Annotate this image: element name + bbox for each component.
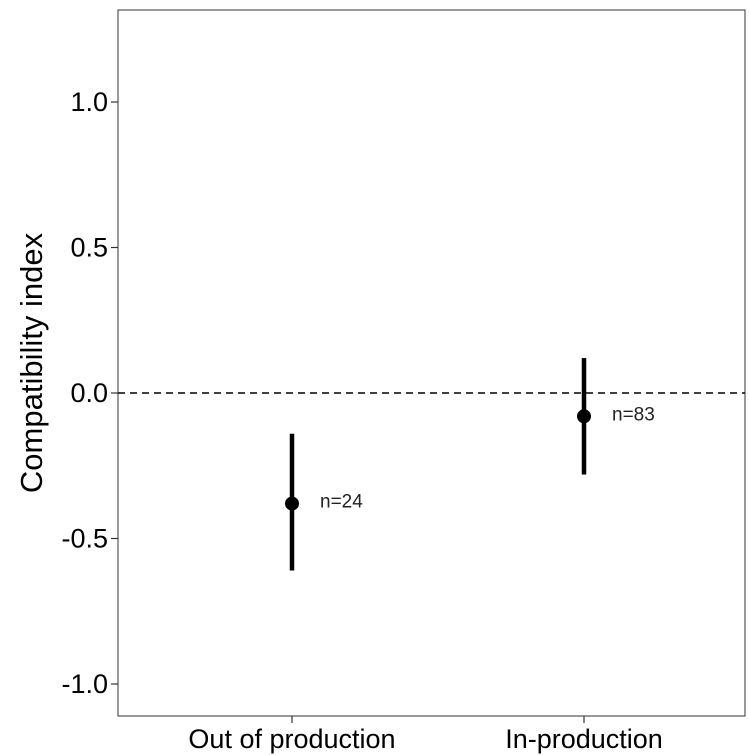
sample-size-label: n=24 xyxy=(320,492,363,513)
x-tick-label: Out of production xyxy=(188,724,395,754)
y-axis: 1.0 0.5 0.0 -0.5 -1.0 xyxy=(61,87,118,699)
data-marks: n=24 n=83 xyxy=(118,358,745,571)
y-tick-label: -0.5 xyxy=(61,524,108,554)
sample-size-label: n=83 xyxy=(612,404,655,425)
mean-point xyxy=(285,496,299,511)
y-tick-label: 0.0 xyxy=(70,378,108,408)
y-tick-label: -1.0 xyxy=(61,669,108,699)
x-tick-label: In-production xyxy=(505,724,663,754)
y-tick-label: 0.5 xyxy=(70,233,108,263)
x-axis: Out of production In-production xyxy=(188,716,663,754)
y-tick-label: 1.0 xyxy=(70,87,108,117)
mean-point xyxy=(577,409,591,424)
y-axis-title: Compatibility index xyxy=(14,232,49,493)
plot-panel xyxy=(117,9,746,717)
